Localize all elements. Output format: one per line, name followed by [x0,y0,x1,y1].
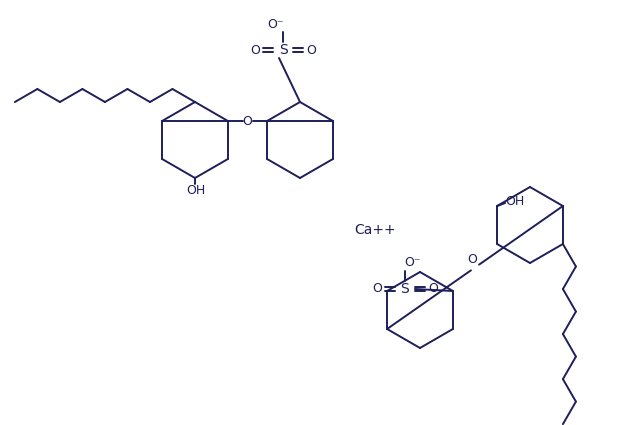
Text: O: O [243,114,253,127]
Text: S: S [401,282,410,296]
Text: OH: OH [186,184,205,196]
Text: O: O [372,283,382,295]
Text: O: O [467,253,477,266]
Text: OH: OH [505,195,525,207]
Text: O: O [428,283,438,295]
Text: O⁻: O⁻ [404,257,421,269]
Text: O⁻: O⁻ [266,17,284,31]
Text: S: S [278,43,287,57]
Text: O: O [306,43,316,57]
Text: O: O [250,43,260,57]
Text: Ca++: Ca++ [354,223,396,237]
